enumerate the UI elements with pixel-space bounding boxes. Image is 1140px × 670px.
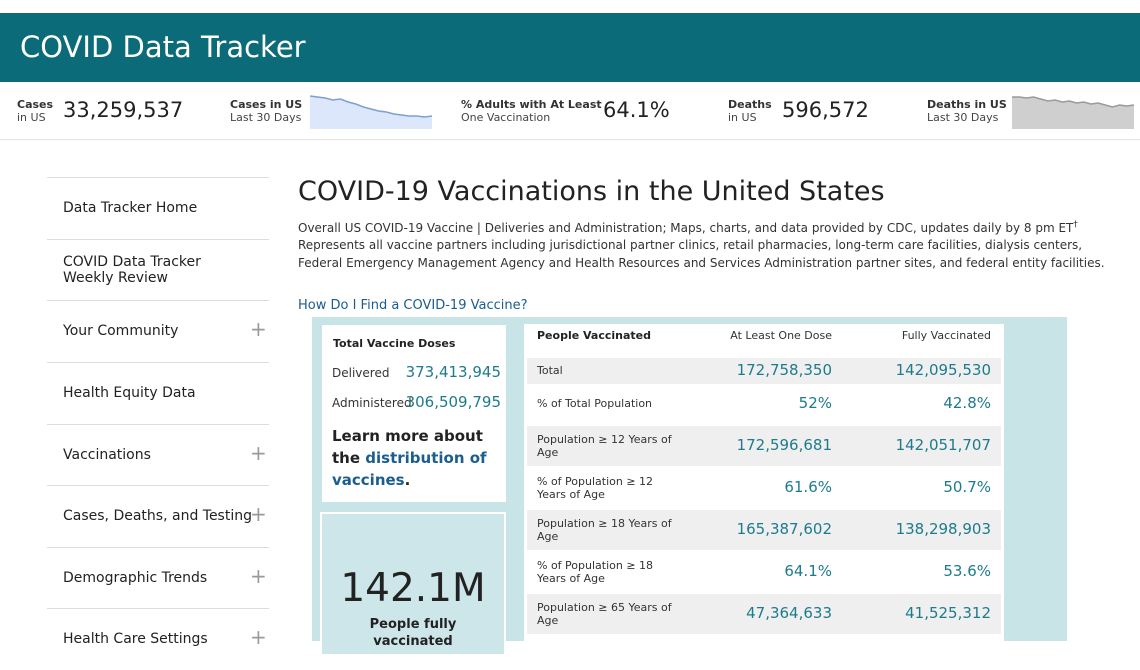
sparkline <box>1012 96 1134 129</box>
stat-label: Deaths in US <box>927 98 1007 111</box>
row-label: Population ≥ 18 Years of Age <box>537 517 672 543</box>
sidebar-border <box>47 300 269 301</box>
sidebar-item[interactable]: Your Community <box>63 323 179 339</box>
header-bar <box>0 13 1140 82</box>
row-label: Total <box>537 364 563 377</box>
page-title: COVID-19 Vaccinations in the United Stat… <box>298 176 885 207</box>
highlight-box <box>320 512 506 656</box>
stat-label: Cases in US <box>230 98 303 111</box>
sparkline-line <box>310 95 432 118</box>
stat-sub: Last 30 Days <box>230 111 302 124</box>
sidebar-border <box>47 547 269 548</box>
doses-label: Delivered <box>332 366 390 380</box>
sidebar-border <box>47 362 269 363</box>
stat-label: Cases <box>17 98 54 111</box>
stat-value: 33,259,537 <box>63 98 184 122</box>
table-row: Population ≥ 18 Years of Age 165,387,602 1… <box>527 510 1001 550</box>
row-value: 52% <box>798 394 832 412</box>
header-title[interactable]: COVID Data Tracker <box>20 30 306 64</box>
learn-more-suffix: . <box>404 471 411 489</box>
description-line: Represents all vaccine partners includin… <box>298 238 1083 252</box>
sidebar-item[interactable]: Vaccinations <box>63 447 151 463</box>
table-row: Population ≥ 65 Years of Age 47,364,633 41… <box>527 594 1001 634</box>
learn-more: Learn more about the distribution of vac… <box>332 425 492 491</box>
row-value: 142,095,530 <box>895 361 991 379</box>
doses-value: 306,509,795 <box>405 393 501 411</box>
table-row: % of Population ≥ 12 Years of Age 61.6% 50… <box>527 468 1001 508</box>
expand-icon[interactable]: + <box>250 317 267 341</box>
sidebar-border <box>47 424 269 425</box>
description-line: Overall US COVID-19 Vaccine | Deliveries… <box>298 221 1074 235</box>
expand-icon[interactable]: + <box>250 441 267 465</box>
sidebar-item[interactable]: Cases, Deaths, and Testing <box>63 508 252 524</box>
table-header: At Least One Dose <box>730 329 832 342</box>
description: Overall US COVID-19 Vaccine | Deliveries… <box>298 220 1078 235</box>
row-value: 61.6% <box>784 478 832 496</box>
sidebar-border <box>47 608 269 609</box>
stat-sub: Last 30 Days <box>927 111 999 124</box>
dagger[interactable]: † <box>1073 220 1078 230</box>
expand-icon[interactable]: + <box>250 502 267 526</box>
row-value: 50.7% <box>943 478 991 496</box>
row-value: 64.1% <box>784 562 832 580</box>
row-value: 165,387,602 <box>736 520 832 538</box>
sidebar-border <box>47 239 269 240</box>
sidebar-item[interactable]: Demographic Trends <box>63 570 208 586</box>
sidebar-item[interactable]: Health Care Settings <box>63 631 208 647</box>
table-row: Population ≥ 12 Years of Age 172,596,681 1… <box>527 426 1001 466</box>
highlight-caption: People fully vaccinated <box>369 617 457 649</box>
row-value: 172,596,681 <box>736 436 832 454</box>
page: COVID Data Tracker Cases in US 33,259,537 C… <box>0 13 1140 656</box>
row-value: 172,758,350 <box>736 361 832 379</box>
learn-more-link[interactable]: distribution of vaccines <box>332 449 487 489</box>
sidebar-item[interactable]: COVID Data Tracker Weekly Review <box>63 254 201 286</box>
table-header: People Vaccinated <box>537 329 652 342</box>
table-header: Fully Vaccinated <box>901 329 991 342</box>
expand-icon[interactable]: + <box>250 625 267 649</box>
learn-more-text: Learn more about the <box>332 427 483 467</box>
stat-value: 64.1% <box>603 98 670 122</box>
sparkline-line <box>1012 96 1134 108</box>
stat-label: Deaths <box>728 98 772 111</box>
row-label: % of Population ≥ 12 Years of Age <box>537 475 654 501</box>
row-value: 138,298,903 <box>895 520 991 538</box>
row-value: 41,525,312 <box>905 604 991 622</box>
stat-sub: in US <box>728 111 757 124</box>
stat-label: % Adults with At Least <box>461 98 602 111</box>
sidebar-item[interactable]: Data Tracker Home <box>63 200 198 216</box>
row-value: 42.8% <box>943 394 991 412</box>
divider <box>0 139 1140 140</box>
sparkline-area <box>310 96 432 129</box>
stat-sub: One Vaccination <box>461 111 551 124</box>
expand-icon[interactable]: + <box>250 564 267 588</box>
vaccine-link[interactable]: How Do I Find a COVID-19 Vaccine? <box>298 298 528 313</box>
table-row: Total 172,758,350 142,095,530 <box>527 358 1001 384</box>
doses-label: Administered <box>332 396 412 410</box>
sidebar-border <box>47 177 269 178</box>
row-label: % of Population ≥ 18 Years of Age <box>537 559 654 585</box>
sparkline <box>310 95 432 129</box>
doses-value: 373,413,945 <box>405 363 501 381</box>
stat-value: 596,572 <box>782 98 869 122</box>
stat-sub: in US <box>17 111 46 124</box>
row-value: 142,051,707 <box>895 436 991 454</box>
sidebar-item[interactable]: Health Equity Data <box>63 385 196 401</box>
doses-title: Total Vaccine Doses <box>333 337 456 350</box>
table-row: % of Total Population 52% 42.8% <box>527 386 1001 422</box>
row-label: Population ≥ 65 Years of Age <box>537 601 672 627</box>
row-label: % of Total Population <box>537 397 653 410</box>
description-line: Federal Emergency Management Agency and … <box>298 256 1105 270</box>
row-label: Population ≥ 12 Years of Age <box>537 433 672 459</box>
doses-box <box>322 325 506 502</box>
row-value: 53.6% <box>943 562 991 580</box>
row-value: 47,364,633 <box>746 604 832 622</box>
highlight-value: 142.1M <box>340 566 486 611</box>
table-row: % of Population ≥ 18 Years of Age 64.1% 53… <box>527 552 1001 592</box>
sidebar-border <box>47 485 269 486</box>
